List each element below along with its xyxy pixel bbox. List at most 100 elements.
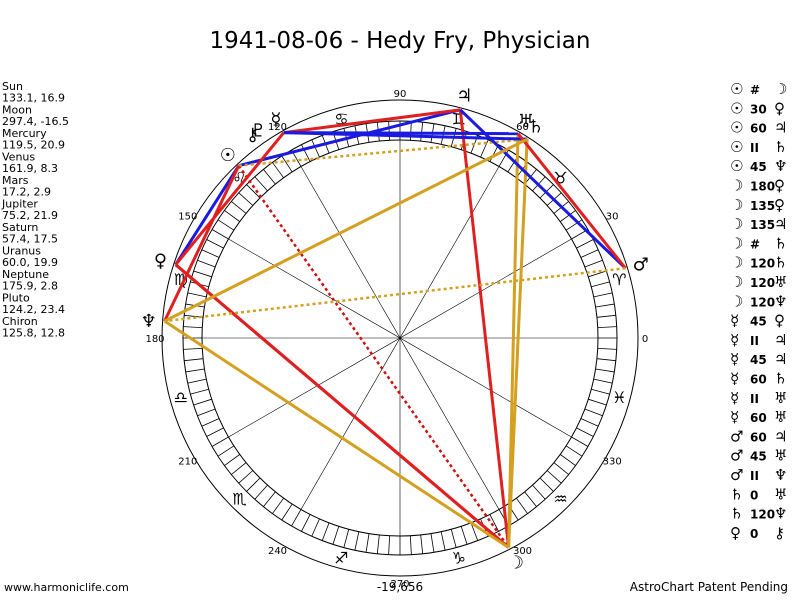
planet-position: 133.1, 16.9 <box>2 92 65 105</box>
planet-position: 175.9, 2.8 <box>2 280 58 293</box>
ring-tick <box>584 259 603 268</box>
aspect-planet: ☽ <box>730 177 743 195</box>
sign-glyph: ♈ <box>612 270 626 289</box>
aspect-type: II <box>750 334 759 348</box>
planet-name: Venus <box>2 151 35 164</box>
sign-glyph: ♓ <box>612 388 626 407</box>
ring-tick <box>311 518 320 537</box>
planet-glyph: ♂ <box>633 254 649 275</box>
aspect-type: # <box>750 83 760 97</box>
ring-tick <box>183 347 203 350</box>
planet-name: Neptune <box>2 268 49 281</box>
aspect-type: 0 <box>750 527 758 541</box>
aspect-planet: ♅ <box>774 447 787 465</box>
planet-position: 60.0, 19.9 <box>2 256 58 269</box>
aspect-planet: ☽ <box>730 292 743 310</box>
aspect-type: 30 <box>750 102 767 116</box>
aspect-line <box>174 131 285 266</box>
ring-tick <box>591 281 610 288</box>
aspect-planet: ♄ <box>774 370 787 388</box>
aspect-type: II <box>750 392 759 406</box>
ring-tick <box>539 477 554 492</box>
aspect-planet: ☿ <box>730 331 739 349</box>
aspect-line <box>459 108 627 270</box>
aspect-type: II <box>750 469 759 483</box>
aspect-planet: ☽ <box>774 80 787 98</box>
ring-tick <box>263 491 276 507</box>
degree-label: 120 <box>268 122 287 133</box>
aspect-type: 45 <box>750 315 767 329</box>
ring-tick <box>201 249 220 258</box>
planet-position: 125.8, 12.8 <box>2 327 65 340</box>
aspect-planet: ☽ <box>730 254 743 272</box>
aspect-line <box>163 137 528 323</box>
ring-tick <box>263 169 276 185</box>
ring-tick <box>187 292 207 298</box>
ring-tick <box>217 219 235 231</box>
aspect-type: 120 <box>750 295 775 309</box>
aspect-type: 60 <box>750 122 767 136</box>
aspect-line <box>283 131 519 136</box>
aspect-planet: ☉ <box>730 99 743 117</box>
ring-tick <box>588 270 607 278</box>
sign-glyph: ♒ <box>553 490 567 509</box>
ring-tick <box>565 445 583 457</box>
ring-tick <box>211 436 229 447</box>
ring-tick <box>321 522 330 541</box>
degree-label: 30 <box>606 212 619 223</box>
ring-tick <box>238 192 254 206</box>
ring-tick <box>217 445 235 457</box>
aspect-planet: ☉ <box>730 157 743 175</box>
ring-tick <box>224 454 241 466</box>
ring-tick <box>420 534 424 554</box>
ring-tick <box>272 162 284 179</box>
ring-tick <box>489 514 499 532</box>
notice: AstroChart Patent Pending <box>630 580 788 594</box>
sign-glyph: ♐ <box>334 548 348 567</box>
aspect-planet: ☽ <box>730 196 743 214</box>
aspect-line <box>283 108 461 135</box>
aspect-planet: ♀ <box>774 196 785 214</box>
degree-label: 90 <box>394 89 407 100</box>
ring-tick <box>281 155 293 173</box>
aspect-planet: ☉ <box>730 80 743 98</box>
ring-tick <box>595 303 615 308</box>
degree-label: 330 <box>603 457 622 468</box>
planet-name: Moon <box>2 104 32 117</box>
ring-tick <box>596 358 616 362</box>
ring-tick <box>238 470 254 484</box>
aspect-planet: ♀ <box>730 524 741 542</box>
aspect-line <box>458 109 511 548</box>
ring-tick <box>183 326 203 329</box>
planet-position: 161.9, 8.3 <box>2 162 58 175</box>
planet-name: Jupiter <box>1 198 38 211</box>
ring-tick <box>553 462 569 475</box>
aspect-type: 0 <box>750 488 758 502</box>
ring-tick <box>193 398 212 406</box>
degree-label: 210 <box>178 457 197 468</box>
aspect-planet: ♆ <box>774 292 787 310</box>
sign-glyph: ♑ <box>452 548 466 567</box>
ring-tick <box>301 144 311 162</box>
ring-tick <box>532 484 546 500</box>
aspect-planet: ⚷ <box>774 524 785 542</box>
ring-tick <box>281 503 293 521</box>
aspect-planet: ♄ <box>774 254 787 272</box>
aspect-planet: ♄ <box>774 138 787 156</box>
aspect-planet: ♂ <box>730 466 743 484</box>
ring-tick <box>480 139 489 158</box>
aspect-line <box>163 165 241 322</box>
ring-tick <box>272 497 284 514</box>
ring-tick <box>576 239 594 249</box>
aspect-planet: ♆ <box>774 466 787 484</box>
outer-circle <box>161 99 639 577</box>
ring-tick <box>190 388 209 395</box>
degree-label: 270 <box>390 579 409 590</box>
ring-tick <box>593 378 613 384</box>
ring-tick <box>597 347 617 350</box>
aspect-type: 45 <box>750 353 767 367</box>
ring-tick <box>187 378 207 384</box>
degree-label: 150 <box>178 212 197 223</box>
